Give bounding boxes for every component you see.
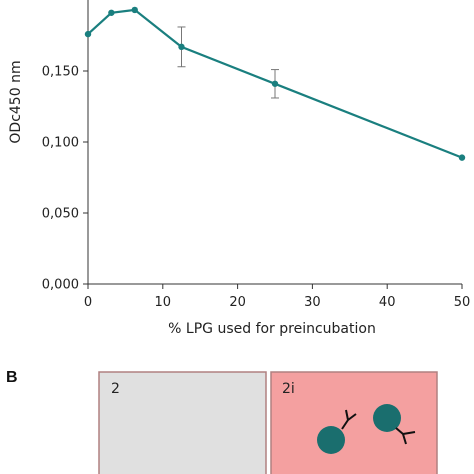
panel-2i-box bbox=[270, 371, 438, 474]
cell-with-antibody-1 bbox=[317, 409, 357, 454]
x-tick-label: 20 bbox=[229, 295, 246, 310]
panel-2i-label: 2i bbox=[282, 381, 295, 397]
y-tick-label: 0,000 bbox=[42, 278, 79, 293]
antibody-icon bbox=[395, 427, 416, 445]
data-points bbox=[84, 6, 466, 161]
panel-b-letter: B bbox=[6, 369, 18, 386]
x-tick-label: 10 bbox=[155, 295, 172, 310]
x-tick-label: 0 bbox=[84, 295, 92, 310]
error-bars bbox=[177, 26, 279, 99]
y-tick-label: 0,100 bbox=[42, 136, 79, 151]
line-chart: 0,000 0,050 0,100 0,150 0 10 20 30 40 50 % LPG u… bbox=[8, 0, 470, 337]
x-axis-ticks: 0 10 20 30 40 50 bbox=[84, 284, 470, 310]
data-point bbox=[178, 43, 185, 51]
y-tick-label: 0,150 bbox=[42, 65, 79, 80]
x-tick-label: 40 bbox=[379, 295, 396, 310]
antibody-icon bbox=[341, 409, 357, 430]
cell-with-antibody-2 bbox=[373, 404, 416, 445]
panel-2-label: 2 bbox=[111, 381, 120, 397]
y-axis-ticks: 0,000 0,050 0,100 0,150 bbox=[42, 65, 88, 293]
series-line bbox=[87, 8, 463, 159]
y-tick-label: 0,050 bbox=[42, 207, 79, 222]
panel-b: B 2 2i bbox=[6, 369, 438, 474]
cell-circle bbox=[317, 426, 345, 454]
data-point bbox=[271, 80, 279, 87]
cell-circle bbox=[373, 404, 401, 432]
x-axis-title: % LPG used for preincubation bbox=[168, 321, 376, 337]
x-tick-label: 30 bbox=[304, 295, 321, 310]
x-tick-label: 50 bbox=[454, 295, 471, 310]
data-point bbox=[108, 9, 115, 16]
data-point bbox=[84, 30, 92, 38]
data-point bbox=[458, 154, 466, 161]
y-axis-title: ODc450 nm bbox=[8, 60, 24, 143]
panel-2-box bbox=[98, 371, 267, 474]
data-point bbox=[131, 6, 138, 14]
